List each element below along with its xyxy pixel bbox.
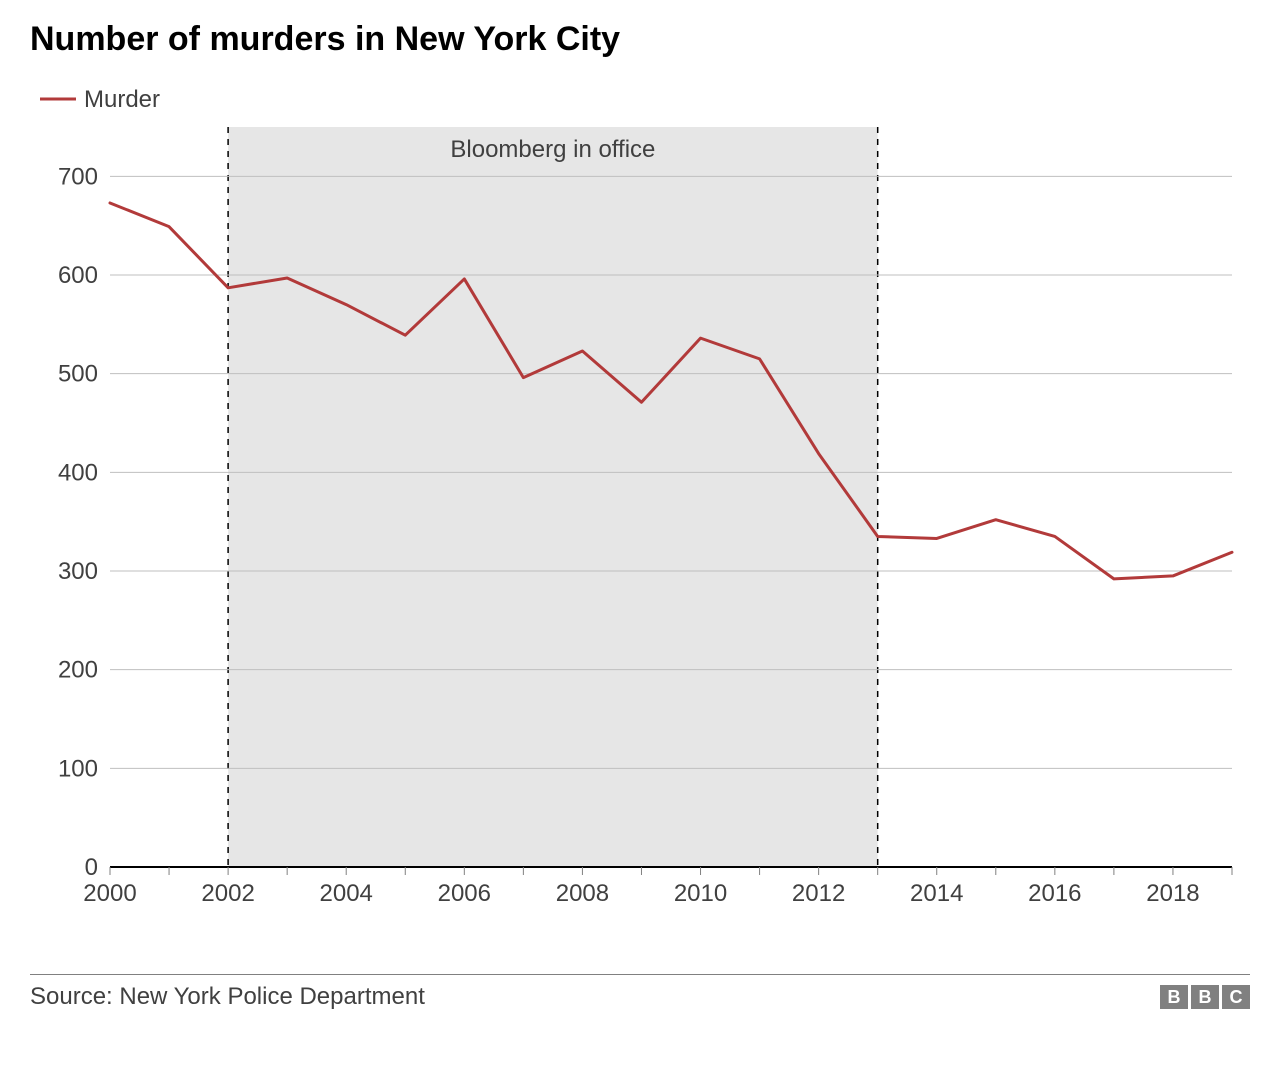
chart-title: Number of murders in New York City <box>30 20 1250 59</box>
svg-text:2000: 2000 <box>83 880 136 907</box>
bbc-logo-box: B <box>1191 985 1219 1009</box>
svg-text:300: 300 <box>58 558 98 585</box>
line-chart-svg: Bloomberg in office 0 100 200 300 400 500 600 70… <box>30 69 1240 939</box>
svg-text:2012: 2012 <box>792 880 845 907</box>
chart-area: Bloomberg in office 0 100 200 300 400 500 600 70… <box>30 69 1250 944</box>
bbc-logo-box: C <box>1222 985 1250 1009</box>
svg-text:2018: 2018 <box>1146 880 1199 907</box>
svg-text:2004: 2004 <box>320 880 373 907</box>
svg-text:2006: 2006 <box>438 880 491 907</box>
svg-text:2002: 2002 <box>201 880 254 907</box>
bbc-logo-box: B <box>1160 985 1188 1009</box>
svg-text:100: 100 <box>58 755 98 782</box>
svg-text:2010: 2010 <box>674 880 727 907</box>
svg-text:2016: 2016 <box>1028 880 1081 907</box>
svg-text:400: 400 <box>58 459 98 486</box>
source-attribution: Source: New York Police Department <box>30 983 425 1011</box>
svg-text:500: 500 <box>58 361 98 388</box>
chart-footer: Source: New York Police Department B B C <box>30 974 1250 1011</box>
svg-text:Bloomberg in office: Bloomberg in office <box>450 136 655 163</box>
bbc-logo: B B C <box>1160 985 1250 1009</box>
svg-text:700: 700 <box>58 163 98 190</box>
svg-text:Murder: Murder <box>84 86 160 113</box>
svg-text:0: 0 <box>85 854 98 881</box>
svg-text:200: 200 <box>58 657 98 684</box>
svg-text:2008: 2008 <box>556 880 609 907</box>
svg-text:2014: 2014 <box>910 880 963 907</box>
svg-text:600: 600 <box>58 262 98 289</box>
